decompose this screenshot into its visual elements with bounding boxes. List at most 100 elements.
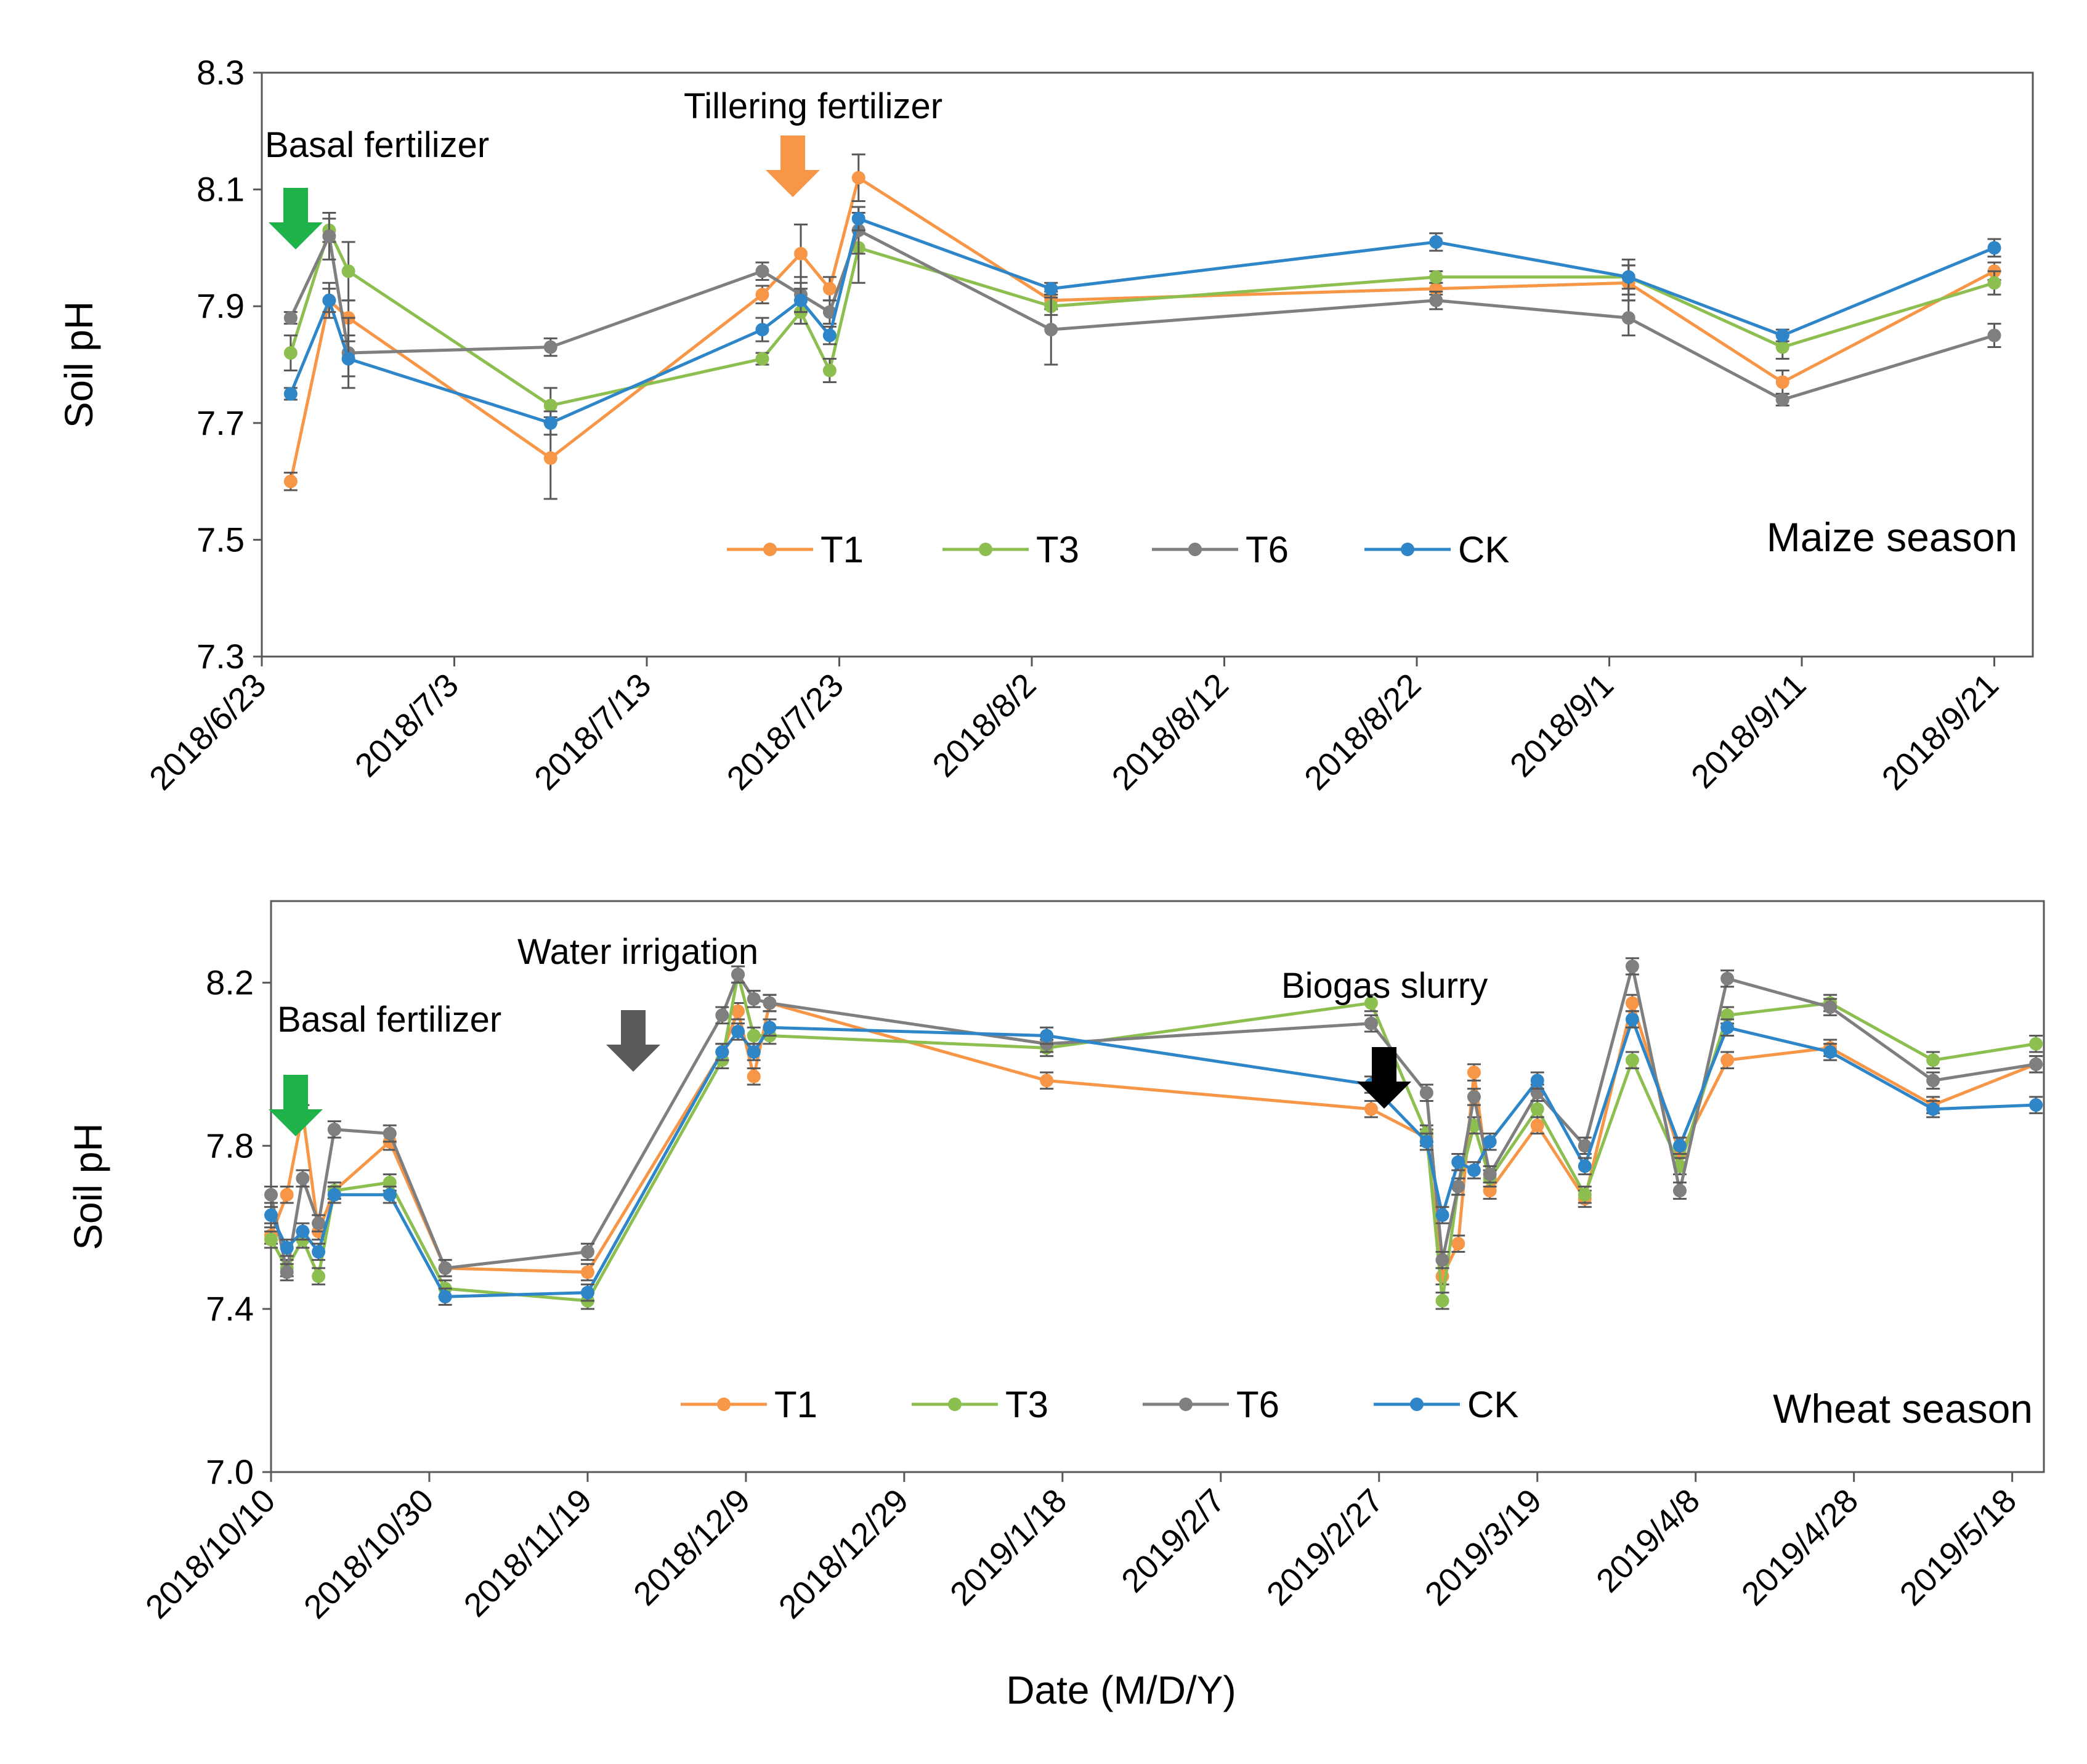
data-point-T1 — [1364, 1102, 1378, 1116]
data-point-T1 — [794, 246, 808, 261]
data-point-CK — [341, 352, 355, 366]
series-line-T6 — [289, 229, 1995, 402]
data-point-T6 — [283, 311, 298, 325]
data-point-CK — [296, 1224, 310, 1239]
annotation-label: Biogas slurry — [1281, 966, 1488, 1006]
data-point-T6 — [438, 1261, 452, 1275]
data-point-T6 — [280, 1265, 294, 1279]
data-point-T6 — [1467, 1090, 1481, 1104]
data-point-T1 — [1451, 1237, 1465, 1251]
legend-marker-T1 — [763, 543, 777, 556]
x-tick-label: 2018/8/12 — [1105, 666, 1236, 797]
x-tick-label: 2018/11/19 — [457, 1482, 599, 1624]
legend-marker-CK — [1401, 543, 1414, 556]
x-tick-label: 2019/3/19 — [1418, 1482, 1549, 1612]
data-point-T6 — [1621, 311, 1635, 325]
legend-marker-CK — [1410, 1398, 1424, 1411]
data-point-T1 — [1040, 1074, 1054, 1088]
x-tick-label: 2018/6/23 — [142, 666, 273, 797]
plot-frame — [261, 71, 2034, 658]
data-point-T3 — [755, 352, 769, 366]
data-point-T6 — [1720, 971, 1735, 985]
data-point-T3 — [1578, 1187, 1592, 1202]
x-tick-label: 2018/9/11 — [1684, 666, 1813, 795]
x-tick-label: 2019/2/7 — [1114, 1482, 1232, 1600]
x-tick-label: 2018/7/3 — [348, 666, 466, 784]
data-point-CK — [283, 387, 298, 401]
annotation-label: Basal fertilizer — [277, 1000, 501, 1040]
data-point-T1 — [1720, 1053, 1735, 1067]
x-tick-label: 2019/4/28 — [1735, 1482, 1865, 1612]
data-point-T6 — [715, 1008, 729, 1022]
data-point-T6 — [312, 1216, 326, 1231]
legend-marker-T1 — [717, 1398, 731, 1411]
data-point-T6 — [1987, 328, 2001, 342]
data-point-T6 — [763, 996, 777, 1010]
data-point-CK — [1530, 1074, 1544, 1088]
data-point-CK — [264, 1208, 278, 1222]
legend-marker-T3 — [948, 1398, 962, 1411]
y-tick-label: 7.4 — [206, 1289, 254, 1328]
data-point-CK — [312, 1245, 326, 1259]
data-point-T1 — [1775, 375, 1789, 389]
annotation-label: Basal fertilizer — [265, 125, 489, 165]
data-point-T6 — [1672, 1184, 1687, 1198]
y-tick-label: 7.9 — [197, 286, 245, 325]
legend-label-T6: T6 — [1246, 529, 1289, 570]
annotation-arrow-icon — [269, 188, 323, 249]
series-line-CK — [269, 1018, 2036, 1298]
data-point-T3 — [1429, 270, 1443, 284]
data-point-T1 — [283, 474, 298, 488]
data-point-T3 — [1435, 1293, 1449, 1308]
data-point-CK — [1429, 235, 1443, 249]
data-point-CK — [280, 1240, 294, 1255]
data-point-CK — [1823, 1045, 1838, 1059]
data-point-T3 — [822, 363, 837, 378]
data-point-T1 — [747, 1069, 761, 1083]
data-point-CK — [851, 212, 865, 225]
series-line-T3 — [269, 973, 2036, 1303]
y-tick-label: 8.1 — [197, 170, 245, 209]
data-point-T6 — [1823, 1000, 1838, 1014]
y-tick-label: 7.7 — [197, 403, 245, 442]
data-point-T6 — [1926, 1074, 1940, 1088]
legend-label-T3: T3 — [1005, 1384, 1048, 1425]
season-label: Wheat season — [1773, 1386, 2033, 1431]
annotation-arrow-icon — [766, 136, 820, 197]
x-tick-label: 2018/8/22 — [1297, 666, 1428, 797]
x-tick-label: 2018/9/1 — [1503, 666, 1621, 784]
data-point-T6 — [580, 1245, 594, 1259]
data-point-T6 — [264, 1187, 278, 1202]
data-point-CK — [822, 328, 837, 342]
legend-label-CK: CK — [1467, 1384, 1518, 1425]
data-point-CK — [1926, 1102, 1940, 1116]
y-tick-label: 7.5 — [197, 520, 245, 559]
legend-marker-T6 — [1188, 543, 1202, 556]
legend-label-T6: T6 — [1236, 1384, 1279, 1425]
data-point-CK — [438, 1290, 452, 1304]
annotation-arrow-icon — [1357, 1047, 1411, 1109]
data-point-CK — [322, 293, 336, 307]
data-point-CK — [327, 1187, 341, 1202]
x-tick-label: 2019/5/18 — [1893, 1482, 2024, 1612]
data-point-CK — [731, 1024, 745, 1038]
data-point-T6 — [1775, 392, 1789, 407]
data-point-T1 — [731, 1004, 745, 1018]
series-line-T1 — [289, 176, 1995, 482]
data-point-T1 — [755, 288, 769, 302]
data-point-CK — [1451, 1155, 1465, 1169]
data-point-T1 — [543, 451, 557, 465]
data-point-CK — [747, 1045, 761, 1059]
x-tick-label: 2019/2/27 — [1260, 1482, 1390, 1612]
x-tick-label: 2018/10/10 — [139, 1482, 283, 1626]
x-tick-label: 2018/12/9 — [626, 1482, 757, 1612]
data-point-T1 — [280, 1187, 294, 1202]
series-line-CK — [289, 217, 1995, 425]
data-point-T3 — [264, 1232, 278, 1247]
data-point-CK — [383, 1187, 397, 1202]
legend-label-T3: T3 — [1036, 529, 1079, 570]
data-point-T6 — [1625, 959, 1639, 973]
data-point-CK — [543, 416, 557, 430]
data-point-CK — [1720, 1021, 1735, 1035]
